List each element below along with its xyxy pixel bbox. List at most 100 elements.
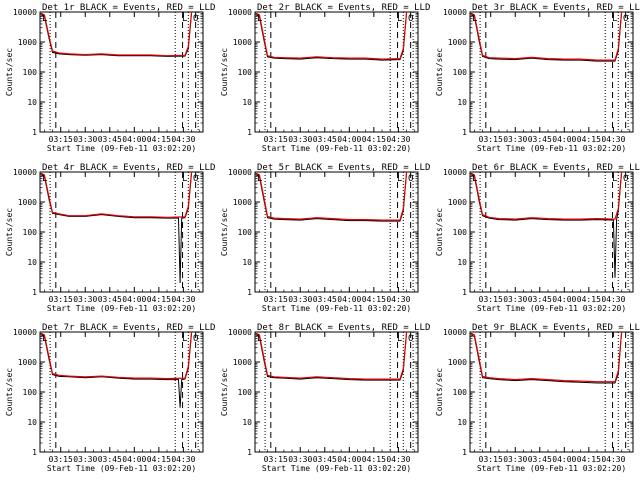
corner-marker: L — [42, 174, 47, 184]
y-axis-label: Counts/sec — [435, 368, 444, 416]
x-tick-label: 03:30 — [288, 455, 312, 464]
corner-marker: L — [182, 14, 187, 24]
y-axis-label: Counts/sec — [5, 48, 14, 96]
y-tick-label: 10000 — [13, 8, 37, 17]
y-tick-label: 1000 — [18, 38, 37, 47]
lld-series-line — [470, 11, 623, 61]
chart-panel: Det 5r BLACK = Events, RED = LLD 1 10 100 10… — [220, 163, 430, 313]
x-tick-label: 03:15 — [264, 455, 288, 464]
y-tick-label: 10 — [27, 258, 37, 267]
plot-frame — [469, 331, 634, 453]
y-tick-label: 100 — [23, 68, 38, 77]
x-tick-label: 04:30 — [386, 135, 410, 144]
y-tick-label: 10000 — [13, 328, 37, 337]
y-tick-label: 100 — [238, 68, 253, 77]
events-series-line — [40, 331, 193, 408]
corner-marker: L — [397, 14, 402, 24]
x-tick-label: 04:00 — [552, 295, 576, 304]
x-axis-label: Start Time (09-Feb-11 03:02:20) — [477, 144, 626, 153]
y-tick-label: 1000 — [448, 198, 467, 207]
x-tick-label: 04:30 — [171, 135, 195, 144]
x-tick-label: 04:15 — [362, 295, 386, 304]
events-series-line — [255, 11, 408, 61]
x-tick-label: 04:30 — [601, 135, 625, 144]
corner-marker: O — [623, 14, 628, 24]
y-tick-label: 1000 — [18, 358, 37, 367]
y-tick-label: 1 — [462, 128, 467, 137]
chart-panel: Det 1r BLACK = Events, RED = LLD 1 10 100 10… — [5, 3, 215, 153]
x-tick-label: 03:45 — [528, 295, 552, 304]
panel-title: Det 2r BLACK = Events, RED = LLD — [257, 3, 430, 13]
x-tick-label: 03:45 — [98, 135, 122, 144]
x-axis-label: Start Time (09-Feb-11 03:02:20) — [262, 144, 411, 153]
lld-series-line — [470, 171, 623, 220]
corner-marker: L — [612, 174, 617, 184]
corner-marker: L — [257, 174, 262, 184]
x-tick-label: 04:00 — [122, 135, 146, 144]
panel-title: Det 4r BLACK = Events, RED = LLD — [42, 163, 215, 173]
x-tick-label: 04:15 — [362, 135, 386, 144]
x-tick-label: 03:15 — [479, 455, 503, 464]
x-axis-label: Start Time (09-Feb-11 03:02:20) — [47, 464, 196, 473]
y-tick-label: 10000 — [228, 168, 252, 177]
x-tick-label: 04:15 — [577, 455, 601, 464]
y-tick-label: 10 — [457, 418, 467, 427]
y-axis-label: Counts/sec — [220, 208, 229, 256]
corner-marker: O — [193, 334, 198, 344]
y-tick-label: 1 — [247, 128, 252, 137]
x-tick-label: 03:30 — [73, 455, 97, 464]
y-tick-label: 100 — [453, 388, 468, 397]
y-axis-label: Counts/sec — [220, 48, 229, 96]
corner-marker: L — [472, 174, 477, 184]
y-tick-label: 10000 — [13, 168, 37, 177]
corner-marker: O — [193, 174, 198, 184]
events-series-line — [40, 171, 193, 284]
x-tick-label: 03:30 — [73, 295, 97, 304]
corner-marker: O — [623, 174, 628, 184]
y-tick-label: 1 — [32, 448, 37, 457]
y-tick-label: 1000 — [18, 198, 37, 207]
y-tick-label: 10 — [27, 98, 37, 107]
lld-series-line — [255, 331, 408, 380]
y-tick-label: 10000 — [443, 328, 467, 337]
x-tick-label: 04:30 — [601, 455, 625, 464]
events-series-line — [255, 171, 408, 222]
x-tick-label: 03:15 — [264, 295, 288, 304]
y-tick-label: 10000 — [443, 8, 467, 17]
y-tick-label: 1000 — [448, 358, 467, 367]
x-axis-label: Start Time (09-Feb-11 03:02:20) — [477, 464, 626, 473]
corner-marker: L — [612, 14, 617, 24]
chart-panel: Det 2r BLACK = Events, RED = LLD 1 10 100 10… — [220, 3, 430, 153]
corner-marker: L — [182, 174, 187, 184]
lld-series-line — [40, 171, 193, 218]
y-tick-label: 1 — [32, 128, 37, 137]
events-series-line — [40, 11, 193, 57]
x-tick-label: 04:00 — [337, 135, 361, 144]
y-axis-label: Counts/sec — [220, 368, 229, 416]
plot-frame — [254, 171, 419, 293]
x-tick-label: 03:30 — [73, 135, 97, 144]
chart-panel: Det 9r BLACK = Events, RED = LLD 1 10 100 10… — [435, 323, 640, 473]
x-axis-label: Start Time (09-Feb-11 03:02:20) — [47, 304, 196, 313]
x-tick-label: 04:15 — [147, 135, 171, 144]
x-tick-label: 04:00 — [552, 455, 576, 464]
y-tick-label: 100 — [453, 68, 468, 77]
corner-marker: L — [42, 334, 47, 344]
corner-marker: L — [397, 334, 402, 344]
y-axis-label: Counts/sec — [5, 208, 14, 256]
events-series-line — [470, 171, 623, 278]
y-tick-label: 1000 — [448, 38, 467, 47]
y-axis-label: Counts/sec — [435, 208, 444, 256]
x-tick-label: 04:15 — [577, 295, 601, 304]
x-tick-label: 04:30 — [171, 295, 195, 304]
x-tick-label: 04:15 — [362, 455, 386, 464]
y-tick-label: 1000 — [233, 198, 252, 207]
y-tick-label: 100 — [238, 388, 253, 397]
x-tick-label: 03:30 — [503, 455, 527, 464]
plot-frame — [254, 11, 419, 133]
x-tick-label: 03:15 — [479, 135, 503, 144]
corner-marker: O — [408, 14, 413, 24]
x-tick-label: 04:30 — [386, 455, 410, 464]
lld-series-line — [255, 11, 408, 60]
